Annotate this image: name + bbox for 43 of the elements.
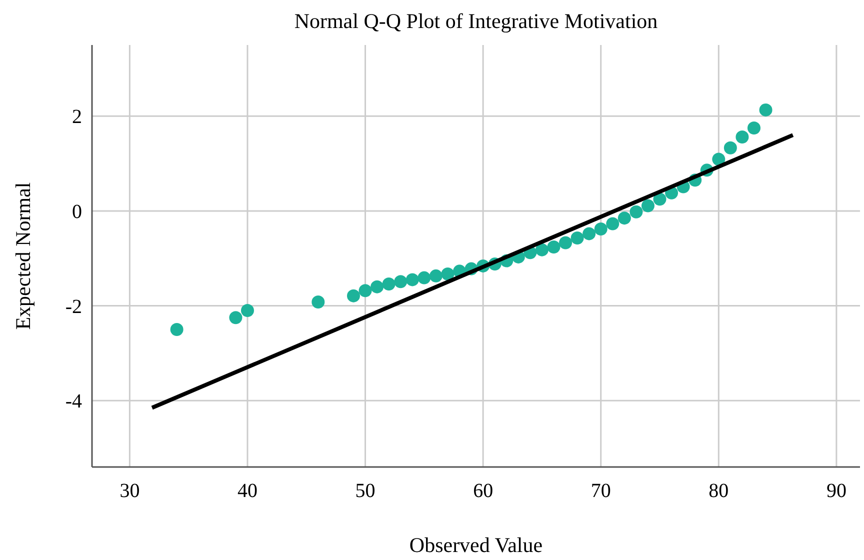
point [641,199,654,212]
point [570,231,584,244]
point [618,212,631,225]
point [394,275,408,288]
point [582,227,596,240]
x-tick-label: 50 [355,480,376,502]
point [312,295,325,308]
y-axis-title: Expected Normal [11,182,35,330]
y-tick-label: 2 [72,106,82,128]
point [547,240,560,254]
point [441,268,454,281]
point [630,205,643,218]
point [229,311,242,324]
point [606,217,620,230]
point [653,192,666,206]
point [747,121,760,134]
point [594,222,608,236]
point [370,280,384,294]
point [429,269,442,282]
point [240,304,254,318]
point [535,243,548,256]
x-tick-label: 70 [590,480,611,502]
point [418,271,431,284]
point [170,322,184,336]
point [736,130,749,144]
x-tick-label: 80 [708,480,729,502]
chart-title: Normal Q-Q Plot of Integrative Motivation [294,9,658,33]
point [382,277,396,290]
x-tick-label: 40 [237,480,258,502]
x-tick-label: 60 [473,480,494,502]
x-tick-label: 90 [826,480,846,502]
point [346,289,360,302]
y-tick-label: 0 [72,200,82,223]
point [358,284,372,298]
point [724,141,737,154]
y-tick-label: -4 [65,390,82,413]
point [559,236,572,250]
y-tick-label: -2 [65,296,82,318]
x-tick-label: 30 [120,480,140,502]
x-axis-title: Observed Value [409,533,543,557]
point [759,103,772,116]
point [712,152,726,166]
point [406,273,419,286]
